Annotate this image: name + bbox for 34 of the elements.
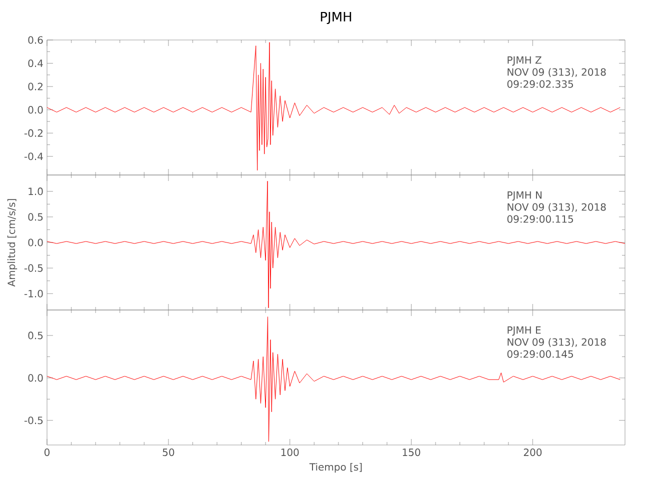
y-tick-label: 1.0 [28,188,43,196]
x-tick-label: 150 [402,448,420,456]
annotation: PJMH Z [508,56,542,66]
y-tick-label: -0.5 [24,416,43,424]
x-tick-label: 200 [524,448,542,456]
annotation: PJMH E [508,326,541,336]
y-tick-label: 0.0 [28,106,43,114]
line-series [47,180,625,308]
line-series [47,42,620,171]
x-tick-label: 0 [44,448,50,456]
y-tick-label: 0.0 [28,374,43,382]
y-tick-label: 0.5 [28,213,43,221]
x-tick-label: 50 [162,448,174,456]
annotation: 09:29:00.115 [507,215,573,223]
annotation: NOV 09 (313), 2018 [508,203,606,212]
y-tick-label: -0.5 [24,264,43,272]
chart-title: PJMH [320,12,352,24]
annotation: 09:29:00.145 [507,350,573,358]
y-tick-label: 0.4 [28,59,43,68]
y-tick-label: 0.6 [28,36,43,44]
y-tick-label: 0.2 [28,82,42,90]
x-axis-title: Tiempo [s] [309,462,362,473]
annotation: PJMH N [508,191,542,201]
y-tick-label: 0.5 [28,332,43,340]
line-series [47,316,620,442]
y-tick-label: -0.4 [24,152,43,160]
annotation: NOV 09 (313), 2018 [508,338,606,347]
annotation: NOV 09 (313), 2018 [508,68,606,77]
y-tick-label: -1.0 [24,290,43,298]
y-tick-label: 0.0 [28,238,43,246]
annotation: 09:29:02.335 [507,80,573,88]
y-tick-label: -0.2 [24,129,42,137]
y-axis-title: Amplitud [cm/s/s] [7,199,18,287]
x-tick-label: 100 [281,448,299,456]
